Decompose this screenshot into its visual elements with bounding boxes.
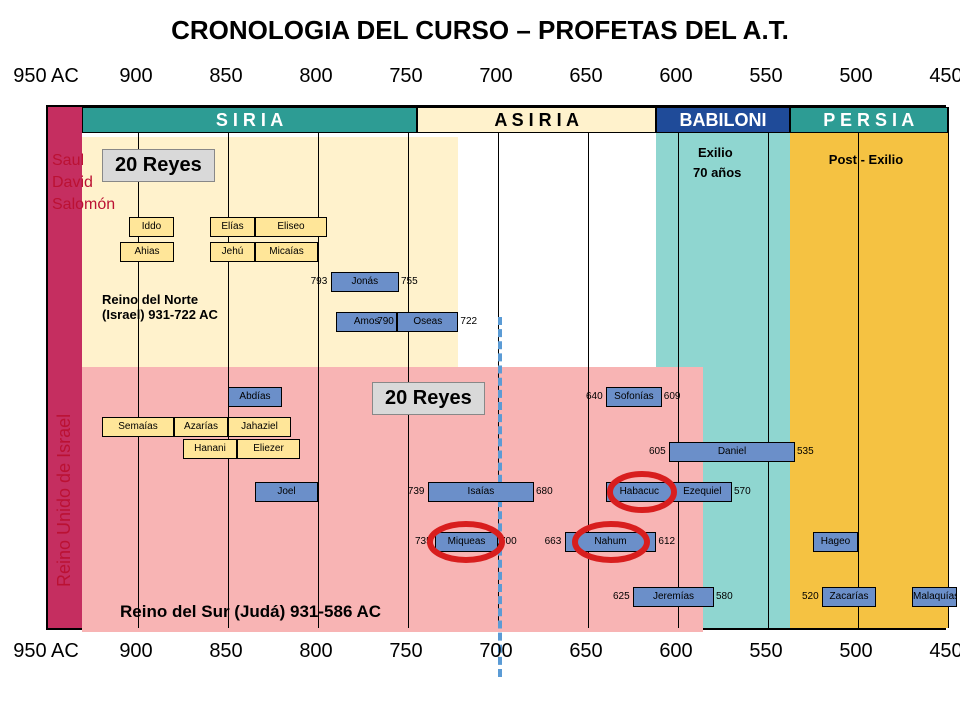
date-start-nahum: 663 [545, 536, 562, 547]
south-label: Reino del Sur (Judá) 931-586 AC [120, 602, 381, 622]
axis-tick: 500 [839, 65, 872, 88]
page-title: CRONOLOGIA DEL CURSO – PROFETAS DEL A.T. [0, 15, 960, 46]
axis-tick: 450 [929, 65, 960, 88]
prophet-sofonias: Sofonías [606, 387, 662, 407]
axis-tick: 800 [299, 640, 332, 663]
axis-tick: 650 [569, 640, 602, 663]
axis-tick: 650 [569, 65, 602, 88]
gridline [948, 107, 949, 628]
axis-tick: 850 [209, 640, 242, 663]
exile-label-1: Exilio [698, 145, 733, 160]
prophet-hanani: Hanani [183, 439, 237, 459]
date-end-miqueas: 700 [500, 536, 517, 547]
axis-tick: 600 [659, 640, 692, 663]
postexile-label: Post - Exilio [829, 152, 903, 167]
prophet-azarias: Azarías [174, 417, 228, 437]
axis-tick: 700 [479, 640, 512, 663]
date-end-nahum: 612 [658, 536, 675, 547]
chart-area: S I R I AA S I R I ABABILONIP E R S I A E… [46, 105, 946, 630]
prophet-ahias: Ahias [120, 242, 174, 262]
axis-tick: 750 [389, 65, 422, 88]
axis-tick: 450 [929, 640, 960, 663]
axis-tick: 850 [209, 65, 242, 88]
gridline [408, 107, 409, 628]
axis-tick: 750 [389, 640, 422, 663]
prophet-hageo: Hageo [813, 532, 858, 552]
gridline [768, 107, 769, 628]
prophet-miqueas: Miqueas [435, 532, 498, 552]
prophet-jonas: Jonás [331, 272, 399, 292]
date-start-oseas: 790 [377, 316, 394, 327]
date-end-daniel: 535 [797, 446, 814, 457]
prophet-isaias: Isaías [428, 482, 534, 502]
empire-persia: P E R S I A [790, 107, 948, 133]
date-end-isaias: 680 [536, 486, 553, 497]
prophet-jahaziel: Jahaziel [228, 417, 291, 437]
timeline-container: CRONOLOGIA DEL CURSO – PROFETAS DEL A.T.… [0, 0, 960, 720]
axis-tick: 550 [749, 65, 782, 88]
united-kingdom-label: Reino Unido de Israel [54, 414, 75, 587]
gridline [138, 107, 139, 628]
prophet-abdias: Abdías [228, 387, 282, 407]
date-start-miqueas: 735 [415, 536, 432, 547]
date-start-jeremias: 625 [613, 591, 630, 602]
date-end-ezequiel: 570 [734, 486, 751, 497]
axis-tick: 950 AC [13, 65, 79, 88]
axis-tick: 700 [479, 65, 512, 88]
axis-tick: 550 [749, 640, 782, 663]
prophet-eliseo: Eliseo [255, 217, 327, 237]
axis-tick: 600 [659, 65, 692, 88]
prophet-malaquias: Malaquías [912, 587, 957, 607]
prophet-iddo: Iddo [129, 217, 174, 237]
prophet-eliezer: Eliezer [237, 439, 300, 459]
date-start-sofonias: 640 [586, 391, 603, 402]
empire-asiria: A S I R I A [417, 107, 656, 133]
date-end-jonas: 755 [401, 276, 418, 287]
date-start-isaias: 739 [408, 486, 425, 497]
prophet-elias: Elías [210, 217, 255, 237]
empire-siria: S I R I A [82, 107, 417, 133]
date-start-daniel: 605 [649, 446, 666, 457]
king-salomón: Salomón [52, 196, 115, 214]
king-david: David [52, 174, 93, 192]
kings-badge-south: 20 Reyes [372, 382, 485, 415]
prophet-semaias: Semaías [102, 417, 174, 437]
prophet-oseas: Oseas [397, 312, 458, 332]
axis-tick: 500 [839, 640, 872, 663]
axis-tick: 900 [119, 65, 152, 88]
date-start-jonas: 793 [311, 276, 328, 287]
gridline [228, 107, 229, 628]
exile-label-2: 70 años [693, 165, 741, 180]
gridline [678, 107, 679, 628]
north-label: Reino del Norte (Israel) 931-722 AC [102, 292, 242, 322]
prophet-micaias: Micaías [255, 242, 318, 262]
axis-tick: 800 [299, 65, 332, 88]
prophet-nahum: Nahum [565, 532, 657, 552]
gridline [858, 107, 859, 628]
date-end-jeremias: 580 [716, 591, 733, 602]
prophet-habacuc: Habacuc [606, 482, 673, 502]
gridline [318, 107, 319, 628]
prophet-daniel: Daniel [669, 442, 795, 462]
king-saul: Saul [52, 152, 84, 170]
prophet-joel: Joel [255, 482, 318, 502]
kings-badge-north: 20 Reyes [102, 149, 215, 182]
prophet-jeremias: Jeremías [633, 587, 714, 607]
prophet-ezequiel: Ezequiel [673, 482, 732, 502]
axis-tick: 950 AC [13, 640, 79, 663]
date-end-oseas: 722 [460, 316, 477, 327]
date-start-zacarias: 520 [802, 591, 819, 602]
axis-tick: 900 [119, 640, 152, 663]
prophet-zacarias: Zacarías [822, 587, 876, 607]
date-end-sofonias: 609 [664, 391, 681, 402]
prophet-jehu: Jehú [210, 242, 255, 262]
empire-babilonia: BABILONI [656, 107, 789, 133]
